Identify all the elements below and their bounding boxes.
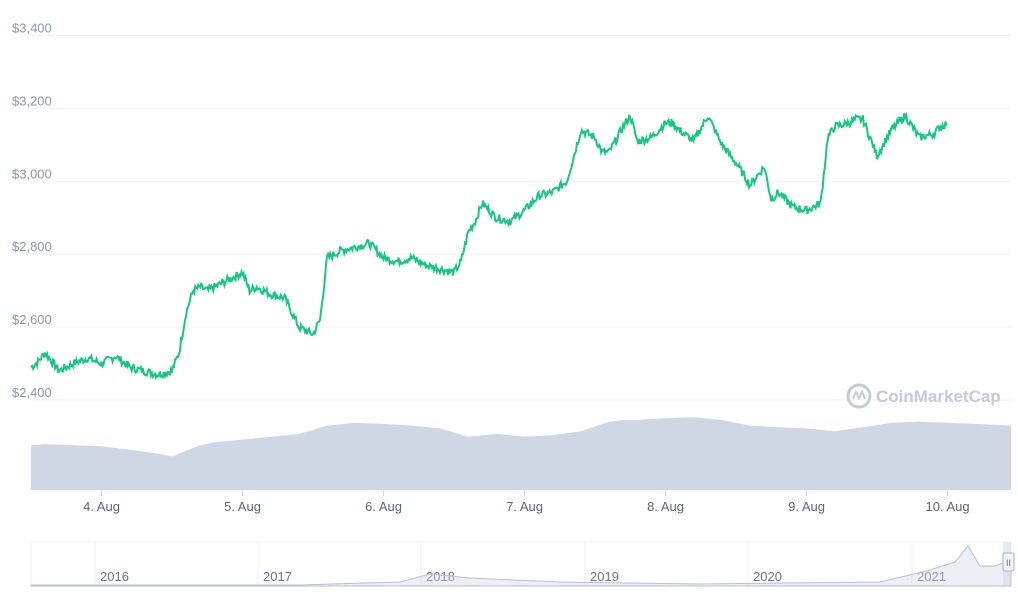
x-tick-label: 9. Aug <box>788 499 825 514</box>
x-tick-label: 8. Aug <box>647 499 684 514</box>
navigator-handle-grip: II <box>1006 558 1011 568</box>
navigator-year-label: 2017 <box>263 569 292 584</box>
price-line <box>30 111 948 381</box>
x-tick-label: 4. Aug <box>83 499 120 514</box>
grid-lines <box>31 35 1011 401</box>
price-line-series <box>30 111 948 381</box>
navigator-frame <box>30 541 1012 587</box>
navigator-year-label: 2021 <box>917 569 946 584</box>
watermark-text: CoinMarketCap <box>876 387 1001 406</box>
navigator-year-label: 2016 <box>100 569 129 584</box>
navigator-year-label: 2020 <box>753 569 782 584</box>
y-tick-label: $2,800 <box>12 239 52 254</box>
x-tick-label: 6. Aug <box>365 499 402 514</box>
range-navigator[interactable]: 2016 2017 2018 2019 2020 2021 II <box>30 541 1015 587</box>
y-tick-label: $3,200 <box>12 93 52 108</box>
navigator-handle[interactable] <box>1002 552 1015 572</box>
navigator-year-ticks: 2016 2017 2018 2019 2020 2021 <box>94 542 946 586</box>
x-tick-label: 5. Aug <box>224 499 261 514</box>
navigator-history-line <box>30 545 1012 587</box>
x-tick-label: 10. Aug <box>925 499 969 514</box>
volume-area <box>31 417 1011 490</box>
coinmarketcap-logo-mark-icon <box>852 389 866 401</box>
coinmarketcap-logo-icon <box>846 383 872 409</box>
navigator-year-label: 2019 <box>590 569 619 584</box>
volume-area-shape <box>31 417 1011 490</box>
y-tick-label: $3,000 <box>12 166 52 181</box>
y-tick-label: $3,400 <box>12 21 52 36</box>
y-tick-label: $2,400 <box>12 385 52 400</box>
x-tick-label: 7. Aug <box>506 499 543 514</box>
x-axis-ticks: 4. Aug 5. Aug 6. Aug 7. Aug 8. Aug 9. Aug 10. … <box>83 490 970 514</box>
y-axis-ticks: $3,400 $3,200 $3,000 $2,800 $2,600 $2,400 <box>12 21 52 401</box>
coinmarketcap-watermark: CoinMarketCap <box>846 383 1001 409</box>
navigator-year-label: 2018 <box>426 569 455 584</box>
y-tick-label: $2,600 <box>12 312 52 327</box>
